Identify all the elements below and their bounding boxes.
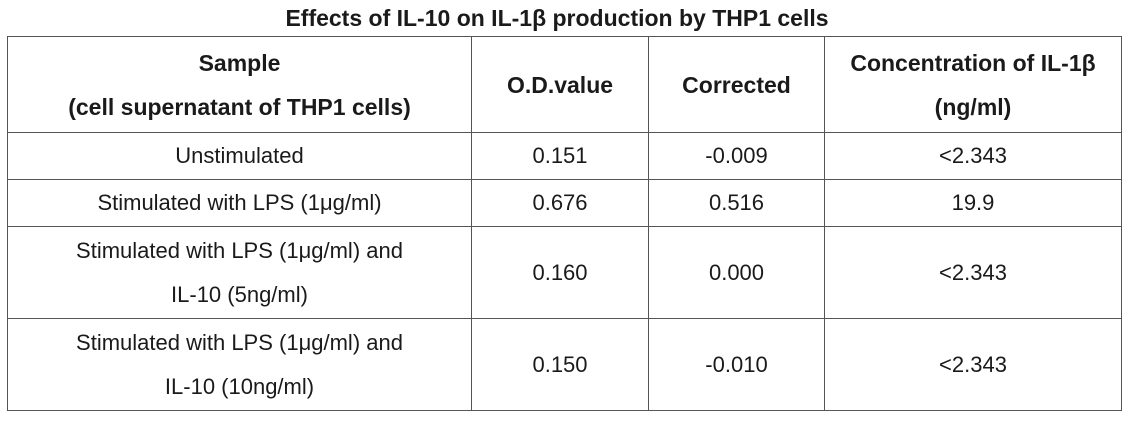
cell-concentration: <2.343 xyxy=(824,226,1122,319)
sample-line1: Stimulated with LPS (1μg/ml) and xyxy=(76,237,403,263)
cell-concentration: <2.343 xyxy=(824,318,1122,411)
cell-sample: Stimulated with LPS (1μg/ml) xyxy=(7,179,472,227)
cell-corrected: 0.000 xyxy=(648,226,825,319)
header-sample-line2: (cell supernatant of THP1 cells) xyxy=(68,93,411,120)
header-row: Sample (cell supernatant of THP1 cells) … xyxy=(7,36,1122,133)
table-row: Unstimulated 0.151 -0.009 <2.343 xyxy=(7,132,1122,180)
header-sample-line1: Sample xyxy=(198,49,281,76)
header-od-value: O.D.value xyxy=(471,36,649,133)
sample-line1: Unstimulated xyxy=(175,143,304,168)
cell-od-value: 0.160 xyxy=(471,226,649,319)
cell-corrected: -0.009 xyxy=(648,132,825,180)
header-concentration: Concentration of IL-1β (ng/ml) xyxy=(824,36,1122,133)
sample-line1: Stimulated with LPS (1μg/ml) xyxy=(97,190,382,215)
table-row: Stimulated with LPS (1μg/ml) and IL-10 (… xyxy=(7,318,1122,411)
cell-concentration: <2.343 xyxy=(824,132,1122,180)
cell-sample: Stimulated with LPS (1μg/ml) and IL-10 (… xyxy=(7,226,472,319)
header-sample: Sample (cell supernatant of THP1 cells) xyxy=(7,36,472,133)
cell-corrected: -0.010 xyxy=(648,318,825,411)
table-title: Effects of IL-10 on IL-1β production by … xyxy=(285,5,829,31)
cell-corrected: 0.516 xyxy=(648,179,825,227)
results-table: Sample (cell supernatant of THP1 cells) … xyxy=(7,36,1122,411)
table-row: Stimulated with LPS (1μg/ml) 0.676 0.516… xyxy=(7,179,1122,227)
sample-line2: IL-10 (5ng/ml) xyxy=(171,281,308,307)
cell-sample: Stimulated with LPS (1μg/ml) and IL-10 (… xyxy=(7,318,472,411)
table-row: Stimulated with LPS (1μg/ml) and IL-10 (… xyxy=(7,226,1122,319)
cell-concentration: 19.9 xyxy=(824,179,1122,227)
header-concentration-line1: Concentration of IL-1β xyxy=(850,49,1096,76)
sample-line2: IL-10 (10ng/ml) xyxy=(164,373,315,399)
header-corrected: Corrected xyxy=(648,36,825,133)
header-concentration-line2: (ng/ml) xyxy=(934,93,1012,120)
cell-od-value: 0.151 xyxy=(471,132,649,180)
cell-od-value: 0.676 xyxy=(471,179,649,227)
cell-od-value: 0.150 xyxy=(471,318,649,411)
cell-sample: Unstimulated xyxy=(7,132,472,180)
sample-line1: Stimulated with LPS (1μg/ml) and xyxy=(76,329,403,355)
